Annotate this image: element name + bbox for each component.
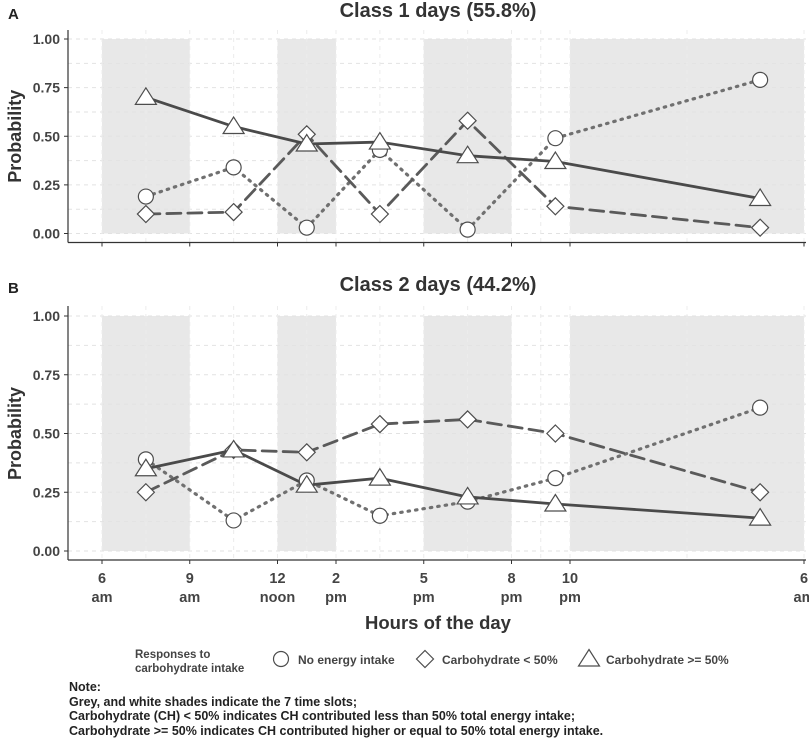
note-heading: Note: <box>69 680 101 694</box>
data-point-circle <box>298 219 315 236</box>
data-point-triangle <box>456 145 480 164</box>
data-point-circle <box>137 188 154 205</box>
x-tick-label: pm <box>413 590 435 606</box>
data-point-diamond <box>370 414 390 434</box>
data-point-triangle <box>295 133 319 152</box>
y-tick-label: 0.00 <box>33 226 60 242</box>
y-tick-label: 0.00 <box>33 543 60 559</box>
data-point-diamond <box>136 204 156 224</box>
data-point-circle <box>752 71 769 88</box>
data-point-diamond <box>136 482 156 502</box>
legend: Responses to carbohydrate intake No energy… <box>135 648 729 675</box>
legend-title: Responses to <box>135 649 210 661</box>
x-tick-label: 10 <box>562 571 578 587</box>
data-point-circle <box>547 130 564 147</box>
data-point-circle <box>459 221 476 238</box>
x-tick-label: 2 <box>332 571 340 587</box>
legend-key-circle <box>272 650 290 668</box>
data-point-diamond <box>297 442 317 462</box>
data-point-triangle <box>748 187 772 207</box>
data-point-diamond <box>546 424 565 443</box>
y-tick-label: 1.00 <box>33 308 60 324</box>
x-tick-label: noon <box>260 590 295 606</box>
x-tick-label: 12 <box>269 571 285 587</box>
legend-title: carbohydrate intake <box>135 663 244 675</box>
data-point-diamond <box>458 111 477 131</box>
data-point-circle <box>752 399 769 416</box>
legend-label: Carbohydrate < 50% <box>442 653 558 667</box>
data-point-diamond <box>370 204 390 224</box>
data-point-triangle <box>456 486 480 505</box>
chart-panel-B: B Class 2 days (44.2%) 0.00 0.25 0.50 0.75 1.0… <box>5 274 809 633</box>
y-tick-label: 1.00 <box>33 31 60 47</box>
data-point-triangle <box>222 115 246 135</box>
data-point-triangle <box>748 507 772 526</box>
data-point-diamond <box>546 196 565 216</box>
x-tick-label: am <box>794 590 809 606</box>
data-point-diamond <box>458 410 477 429</box>
data-point-circle <box>225 159 242 176</box>
x-tick-label: 9 <box>186 571 194 587</box>
x-tick-label: pm <box>325 590 347 606</box>
data-point-circle <box>225 512 242 529</box>
y-tick-label: 0.75 <box>33 367 60 383</box>
note-line-3: Carbohydrate >= 50% indicates CH contrib… <box>69 723 604 738</box>
data-point-triangle <box>543 150 567 170</box>
panel-label: A <box>8 6 19 23</box>
data-point-triangle <box>368 467 392 486</box>
data-point-diamond <box>224 202 243 222</box>
data-point-circle <box>371 507 388 524</box>
y-tick-label: 0.25 <box>33 177 60 193</box>
data-point-triangle <box>134 86 158 105</box>
chart-panel-A: A Class 1 days (55.8%) 0.00 0.25 0.50 0.75 1.0… <box>5 0 806 247</box>
data-point-triangle <box>543 493 567 512</box>
note-line-1: Grey, and white shades indicate the 7 ti… <box>69 694 358 709</box>
x-tick-label: 6 <box>98 571 106 587</box>
x-tick-label: 5 <box>420 571 428 587</box>
y-tick-label: 0.75 <box>33 80 60 96</box>
legend-key-triangle <box>577 648 601 667</box>
data-point-circle <box>547 470 564 487</box>
data-point-triangle <box>222 439 246 458</box>
legend-label: No energy intake <box>298 653 395 667</box>
x-axis-label: Hours of the day <box>365 612 512 633</box>
chart-title: Class 1 days (55.8%) <box>340 0 537 22</box>
data-point-diamond <box>750 482 770 502</box>
y-axis-label: Probability <box>5 387 25 480</box>
legend-key-diamond <box>415 649 435 669</box>
note-line-2: Carbohydrate (CH) < 50% indicates CH con… <box>69 709 576 723</box>
y-tick-label: 0.50 <box>33 426 60 442</box>
y-axis-label: Probability <box>5 90 25 183</box>
chart-title: Class 2 days (44.2%) <box>340 274 537 296</box>
y-tick-label: 0.25 <box>33 484 60 500</box>
x-tick-label: pm <box>559 590 581 606</box>
note-block: Note: Grey, and white shades indicate th… <box>69 680 603 738</box>
x-tick-label: am <box>179 590 200 606</box>
x-tick-label: 6 <box>800 571 808 587</box>
x-tick-label: 8 <box>507 571 515 587</box>
data-point-diamond <box>750 218 770 238</box>
data-point-triangle <box>368 131 392 150</box>
data-point-triangle <box>295 474 319 493</box>
x-tick-label: pm <box>501 590 523 606</box>
x-tick-label: am <box>92 590 113 606</box>
data-point-triangle <box>134 458 158 477</box>
panel-label: B <box>8 280 19 297</box>
legend-label: Carbohydrate >= 50% <box>606 653 729 667</box>
y-tick-label: 0.50 <box>33 128 60 144</box>
